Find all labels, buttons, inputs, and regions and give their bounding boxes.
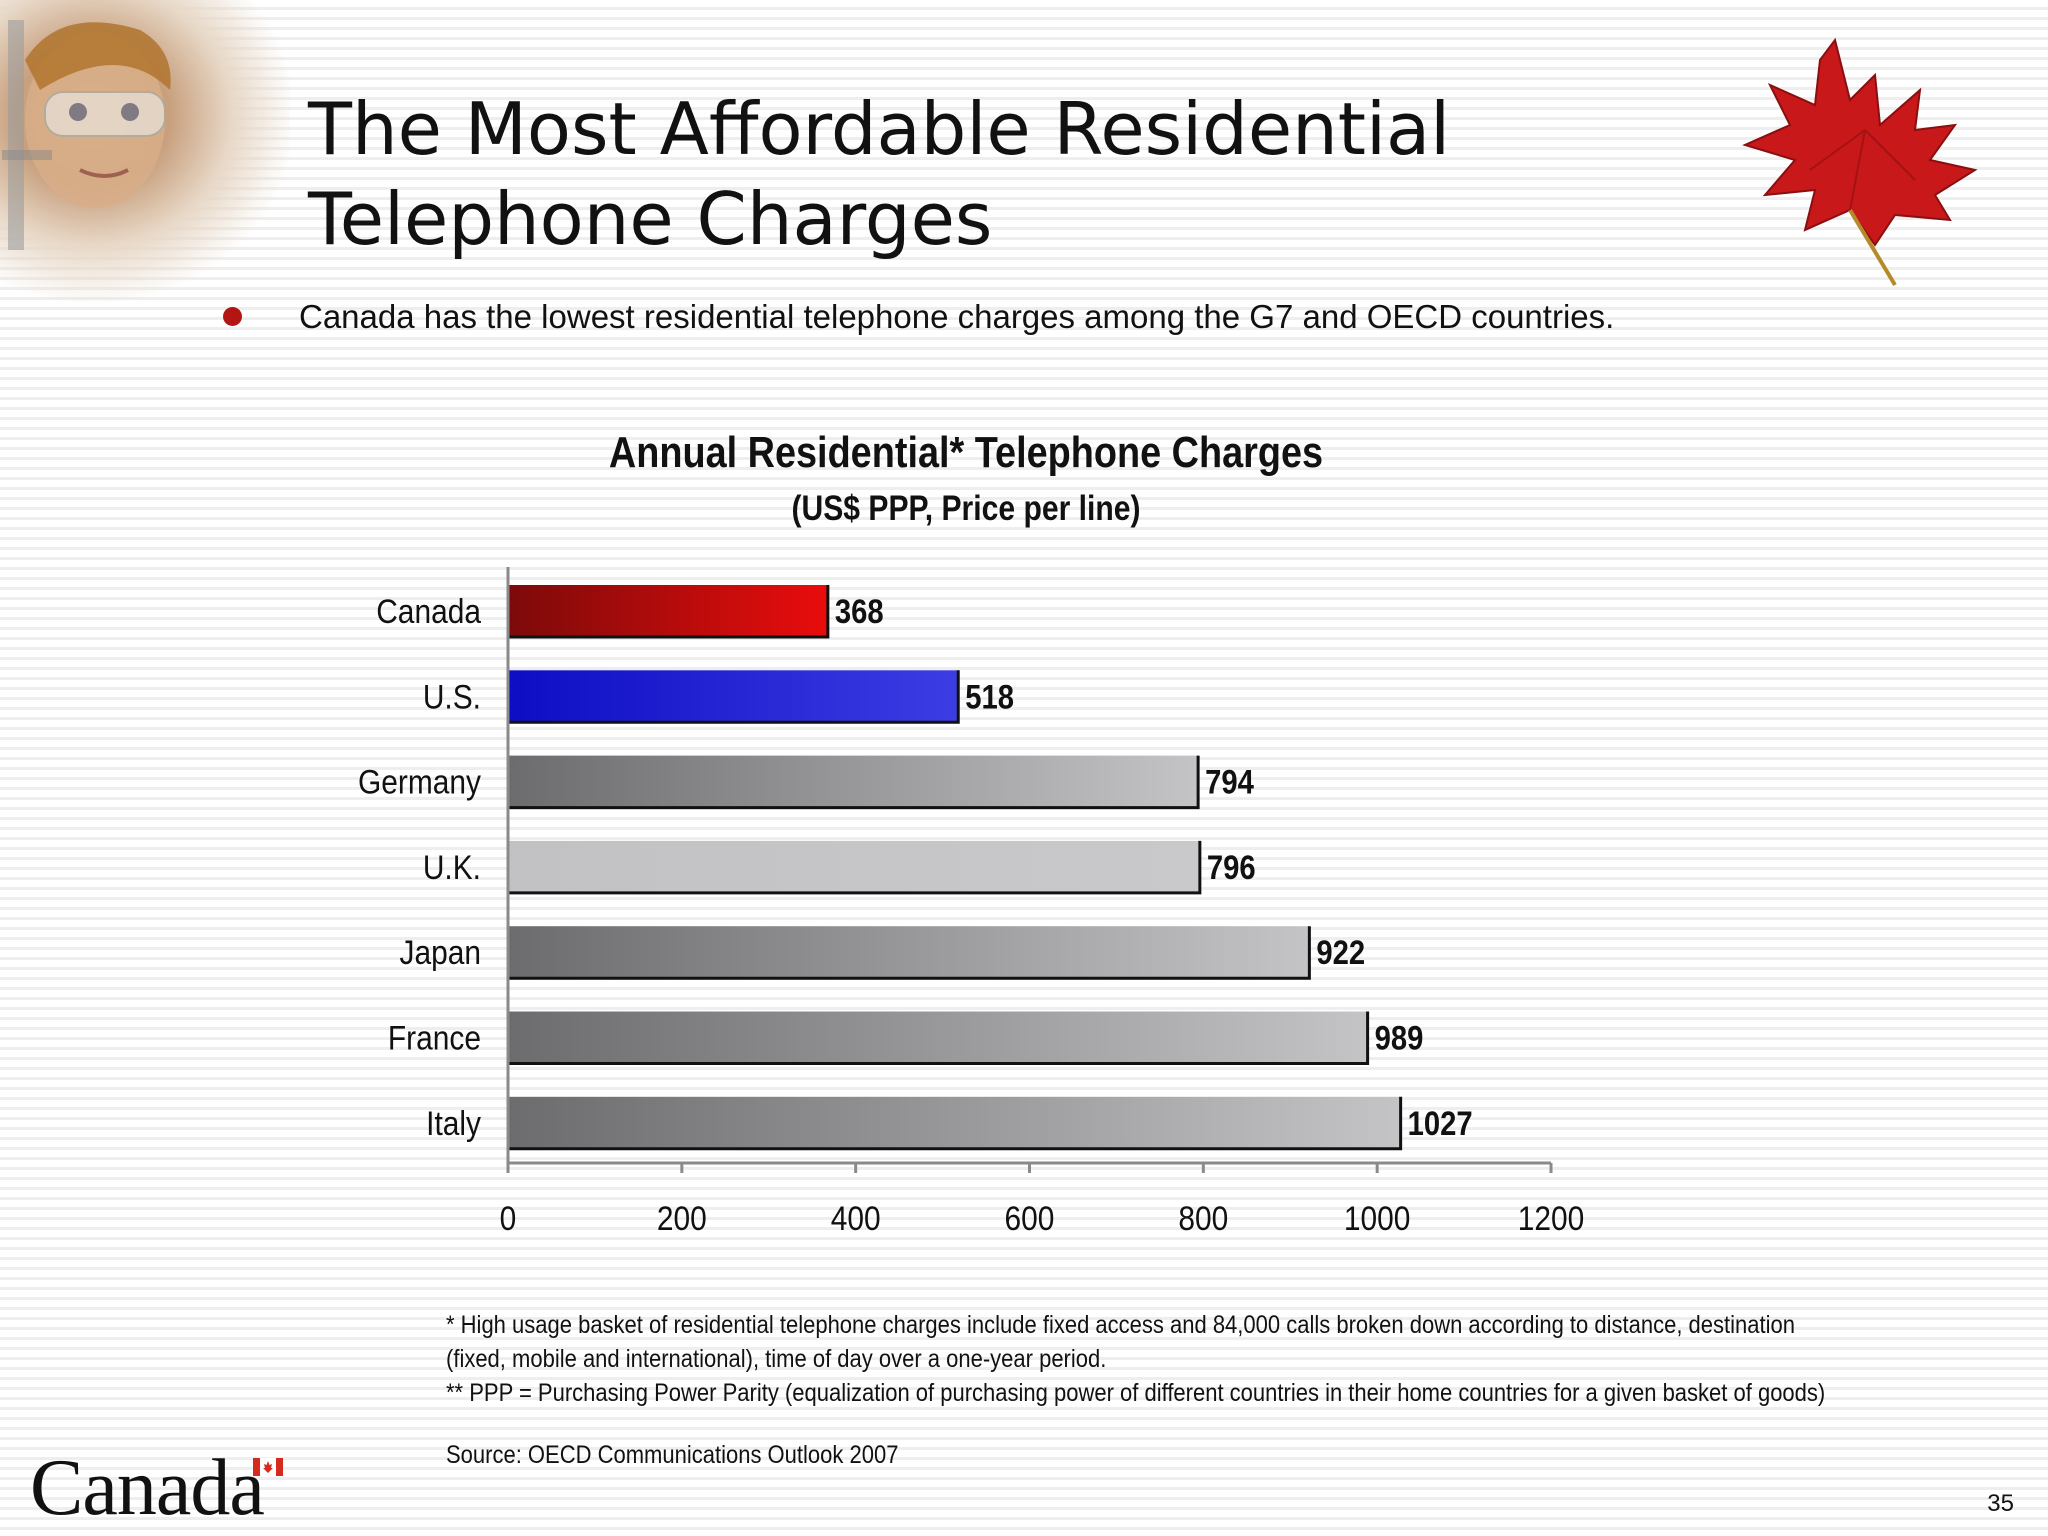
maple-leaf-icon [1715, 30, 2015, 305]
footnote-ppp: ** PPP = Purchasing Power Parity (equali… [446, 1379, 1826, 1407]
category-label-france: France [388, 1019, 481, 1057]
bar-germany [508, 755, 1199, 808]
bar-canada [508, 585, 828, 637]
bar-italy [508, 1096, 1401, 1149]
category-label-u-s: U.S. [423, 678, 481, 716]
bullet-dot [223, 307, 242, 326]
x-tick-label-400: 400 [831, 1199, 881, 1237]
x-tick-label-800: 800 [1178, 1199, 1228, 1237]
slide-title: The Most Affordable Residential Telephon… [308, 84, 1451, 264]
x-tick-label-200: 200 [657, 1199, 707, 1237]
category-label-germany: Germany [358, 763, 481, 801]
bar-shadow-u-k [508, 840, 1202, 895]
bar-u-k [508, 840, 1200, 893]
value-label-u-s: 518 [965, 677, 1014, 716]
bar-france [508, 1011, 1368, 1064]
category-label-u-k: U.K. [423, 848, 481, 886]
footnote-basket-cont: (fixed, mobile and international), time … [446, 1345, 1107, 1373]
bar-shadow-france [508, 1011, 1370, 1065]
chart-subtitle: (US$ PPP, Price per line) [791, 489, 1141, 528]
bar-chart: Canada 368 U.S. 518 Germany 794 U.K. 796 Japan 92… [358, 567, 1585, 1237]
bar-shadow-u-s [508, 670, 960, 724]
bar-shadow-germany [508, 755, 1200, 810]
bar-shadow-italy [508, 1096, 1403, 1151]
category-label-japan: Japan [399, 933, 481, 971]
value-label-italy: 1027 [1408, 1104, 1473, 1143]
chart-title: Annual Residential* Telephone Charges [608, 428, 1324, 477]
bar-shadow-japan [508, 926, 1311, 980]
value-label-france: 989 [1375, 1018, 1424, 1057]
scientist-photo [0, 0, 290, 305]
x-tick-label-1200: 1200 [1518, 1199, 1585, 1237]
slide-title-line2: Telephone Charges [308, 177, 993, 261]
value-label-canada: 368 [835, 592, 884, 631]
bar-japan [508, 926, 1310, 979]
value-label-germany: 794 [1205, 763, 1254, 802]
page-number: 35 [1987, 1490, 2014, 1517]
category-label-italy: Italy [426, 1104, 481, 1142]
x-tick-label-0: 0 [500, 1199, 517, 1237]
bullet-text: Canada has the lowest residential teleph… [299, 298, 1615, 335]
x-tick-label-600: 600 [1005, 1199, 1055, 1237]
canada-wordmark: Canada [30, 1444, 265, 1532]
slide-title-line1: The Most Affordable Residential [308, 87, 1451, 171]
footnote-basket: * High usage basket of residential telep… [446, 1311, 1795, 1339]
bar-shadow-canada [508, 585, 830, 639]
x-tick-label-1000: 1000 [1344, 1199, 1411, 1237]
category-label-canada: Canada [376, 592, 481, 630]
value-label-japan: 922 [1316, 933, 1365, 972]
bar-u-s [508, 670, 959, 723]
source-note: Source: OECD Communications Outlook 2007 [446, 1441, 899, 1469]
value-label-u-k: 796 [1207, 848, 1256, 887]
canada-flag-icon [253, 1458, 283, 1476]
